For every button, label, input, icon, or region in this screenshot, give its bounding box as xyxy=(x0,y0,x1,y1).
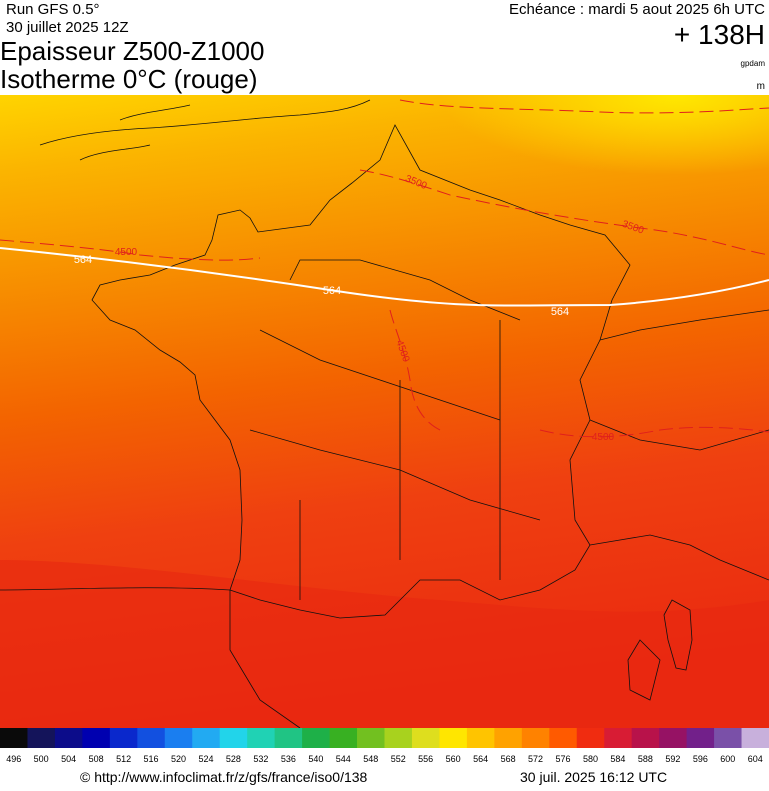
colorbar-label: 508 xyxy=(89,754,104,764)
thickness-field-high xyxy=(300,95,769,255)
colorbar-label: 500 xyxy=(34,754,49,764)
colorbar-label: 580 xyxy=(583,754,598,764)
thickness-field-low xyxy=(0,560,769,728)
colorbar-label: 520 xyxy=(171,754,186,764)
unit-m: m xyxy=(757,81,765,92)
colorbar-swatch xyxy=(0,728,28,748)
echeance: Echéance : mardi 5 aout 2025 6h UTC xyxy=(509,1,765,18)
colorbar-swatch xyxy=(466,728,495,748)
colorbar-swatch xyxy=(302,728,331,748)
colorbar-swatch xyxy=(521,728,550,748)
colorbar-label: 504 xyxy=(61,754,76,764)
colorbar-label: 572 xyxy=(528,754,543,764)
title-line1: Epaisseur Z500-Z1000 xyxy=(0,36,264,66)
colorbar-swatch xyxy=(82,728,111,748)
colorbar-swatch xyxy=(137,728,166,748)
colorbar-swatch xyxy=(109,728,138,748)
title-line2: Isotherme 0°C (rouge) xyxy=(0,64,258,94)
colorbar-label: 564 xyxy=(473,754,488,764)
colorbar-label: 548 xyxy=(363,754,378,764)
colorbar-swatch xyxy=(411,728,440,748)
generated-time: 30 juil. 2025 16:12 UTC xyxy=(520,769,667,785)
colorbar-label: 596 xyxy=(693,754,708,764)
run-date: 30 juillet 2025 12Z xyxy=(6,19,129,36)
colorbar-label: 524 xyxy=(198,754,213,764)
colorbar-swatch xyxy=(219,728,248,748)
colorbar-swatch xyxy=(686,728,715,748)
thickness-564-line xyxy=(0,247,769,307)
colorbar-swatch xyxy=(192,728,221,748)
colorbar-label: 552 xyxy=(391,754,406,764)
colorbar-swatch xyxy=(631,728,660,748)
colorbar-swatch xyxy=(54,728,83,748)
colorbar-label: 604 xyxy=(748,754,763,764)
isotherm-label: 4500 xyxy=(592,432,615,443)
colorbar-swatch xyxy=(27,728,56,748)
colorbar-swatch xyxy=(659,728,688,748)
colorbar-label: 600 xyxy=(720,754,735,764)
colorbar-label: 528 xyxy=(226,754,241,764)
colorbar-label: 536 xyxy=(281,754,296,764)
colorbar-label: 576 xyxy=(556,754,571,764)
colorbar-label: 568 xyxy=(501,754,516,764)
colorbar-label: 540 xyxy=(308,754,323,764)
colorbar-swatch xyxy=(604,728,633,748)
colorbar-label: 588 xyxy=(638,754,653,764)
thickness-label: 564 xyxy=(551,306,569,318)
isotherm-lines xyxy=(0,99,769,438)
colorbar-swatch xyxy=(329,728,358,748)
colorbar-label: 560 xyxy=(446,754,461,764)
source-url: © http://www.infoclimat.fr/z/gfs/france/… xyxy=(80,769,368,785)
colorbar-label: 496 xyxy=(6,754,21,764)
isotherm-label: 4500 xyxy=(115,247,138,258)
colorbar-swatch xyxy=(576,728,605,748)
lead-time: + 138H xyxy=(674,19,765,50)
colorbar-label: 584 xyxy=(610,754,625,764)
colorbar-swatch xyxy=(741,728,769,748)
run: Run GFS 0.5° xyxy=(6,1,100,18)
colorbar-swatch xyxy=(357,728,385,748)
colorbar-label: 592 xyxy=(665,754,680,764)
colorbar-label: 512 xyxy=(116,754,131,764)
colorbar: 496 500 504 508 512 516 520 524 528 532 536 540 544 5… xyxy=(0,728,769,764)
colorbar-label: 532 xyxy=(253,754,268,764)
coastlines xyxy=(0,99,769,729)
colorbar-label: 516 xyxy=(144,754,159,764)
colorbar-label: 544 xyxy=(336,754,351,764)
colorbar-label: 556 xyxy=(418,754,433,764)
unit-gpdam: gpdam xyxy=(741,59,766,68)
colorbar-swatch xyxy=(384,728,413,748)
colorbar-swatch xyxy=(549,728,578,748)
colorbar-swatch xyxy=(439,728,468,748)
thickness-label: 564 xyxy=(74,254,92,266)
thickness-label: 564 xyxy=(323,285,341,297)
colorbar-swatch xyxy=(274,728,303,748)
colorbar-swatch xyxy=(247,728,276,748)
colorbar-swatch xyxy=(494,728,523,748)
colorbar-swatch xyxy=(164,728,193,748)
colorbar-swatch xyxy=(714,728,743,748)
